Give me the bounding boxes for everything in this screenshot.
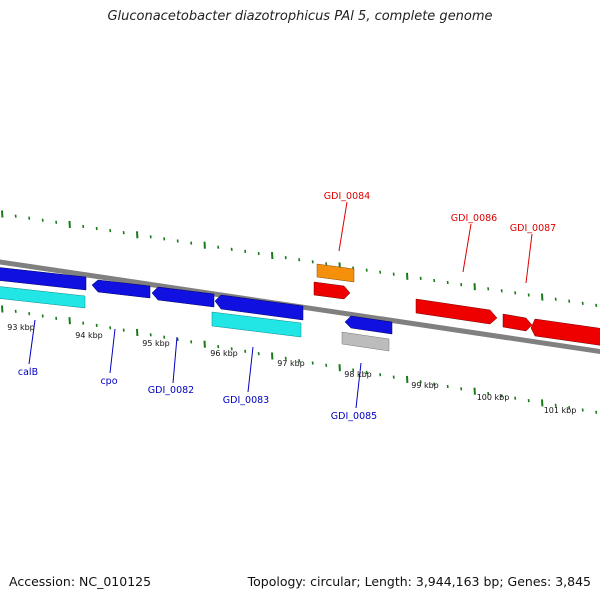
gene-GDI_0087-a[interactable] [502,313,533,332]
feature-cyan-GDI_0083[interactable] [211,311,302,338]
gene-GDI_0084[interactable] [313,281,351,300]
scale-label-101: 101 kbp [544,406,577,415]
scale-label-96: 96 kbp [210,349,238,358]
feature-gray-GDI_0085[interactable] [341,331,390,352]
feature-orange-GDI_0084[interactable] [316,263,355,283]
scale-label-94: 94 kbp [75,331,103,340]
gene-GDI_0085[interactable] [344,315,393,335]
scale-label-95: 95 kbp [142,339,170,348]
secondary-features [0,286,390,352]
label-connectors [28,201,533,409]
forward-gene-labels: GDI_0084 GDI_0086 GDI_0087 [324,191,556,234]
accession-text: Accession: NC_010125 [9,574,152,589]
label-cpo: cpo [100,376,117,387]
reverse-strand-genes [0,267,393,335]
scale-labels: 93 kbp 94 kbp 95 kbp 96 kbp 97 kbp 98 kb… [7,323,576,415]
gene-GDI_0086[interactable] [415,298,498,325]
label-GDI_0086: GDI_0086 [451,213,497,224]
gene-GDI_0083[interactable] [214,294,304,321]
gene-GDI_0082[interactable] [151,286,215,308]
gene-GDI_0087[interactable] [530,318,600,346]
genome-summary-text: Topology: circular; Length: 3,944,163 bp… [247,574,591,589]
label-GDI_0082: GDI_0082 [148,385,194,396]
label-GDI_0084: GDI_0084 [324,191,370,202]
map-title: Gluconacetobacter diazotrophicus PAl 5, … [107,9,493,24]
scale-label-98: 98 kbp [344,370,372,379]
feature-cyan-calB[interactable] [0,286,86,309]
scale-label-97: 97 kbp [277,359,305,368]
label-calB: calB [18,367,38,378]
reverse-gene-labels: calB cpo GDI_0082 GDI_0083 GDI_0085 [18,367,377,422]
scale-label-100: 100 kbp [477,393,510,402]
outer-tick-ring [1,210,598,308]
gene-calB[interactable] [0,267,87,291]
label-GDI_0085: GDI_0085 [331,411,377,422]
gene-cpo[interactable] [91,279,151,299]
forward-strand-genes [313,263,600,346]
scale-label-93: 93 kbp [7,323,35,332]
scale-label-99: 99 kbp [411,381,439,390]
label-GDI_0087: GDI_0087 [510,223,556,234]
scale-tick-ring [1,305,598,414]
label-GDI_0083: GDI_0083 [223,395,269,406]
